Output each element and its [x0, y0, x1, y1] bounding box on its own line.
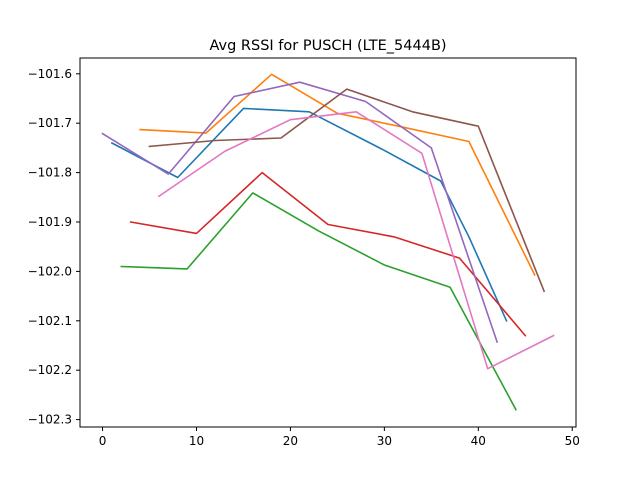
- y-tick-label: −102.0: [28, 264, 72, 278]
- x-tick-label: 50: [565, 434, 580, 448]
- series-layer: [101, 73, 555, 411]
- x-tick-label: 0: [99, 434, 107, 448]
- x-tick-label: 30: [377, 434, 392, 448]
- plot-frame: [79, 57, 577, 428]
- series-line-5: [101, 81, 499, 344]
- x-tick-label: 40: [471, 434, 486, 448]
- y-tick-label: −101.8: [28, 166, 72, 180]
- x-axis-ticks: 0 10 20 30 40 50: [99, 427, 580, 448]
- series-line-1: [110, 107, 508, 322]
- y-tick-label: −102.3: [28, 413, 72, 427]
- y-tick-label: −102.1: [28, 314, 72, 328]
- y-tick-label: −101.6: [28, 67, 72, 81]
- series-line-7: [157, 111, 555, 370]
- series-line-3: [120, 192, 517, 411]
- y-tick-label: −102.2: [28, 363, 72, 377]
- x-tick-label: 10: [189, 434, 204, 448]
- y-axis-ticks: −102.3 −102.2 −102.1 −102.0 −101.9 −101.8 −101…: [28, 67, 80, 427]
- series-line-4: [129, 171, 527, 337]
- chart-title: Avg RSSI for PUSCH (LTE_5444B): [209, 38, 446, 54]
- x-tick-label: 20: [283, 434, 298, 448]
- y-tick-label: −101.7: [28, 116, 72, 130]
- series-line-6: [148, 88, 546, 293]
- y-tick-label: −101.9: [28, 215, 72, 229]
